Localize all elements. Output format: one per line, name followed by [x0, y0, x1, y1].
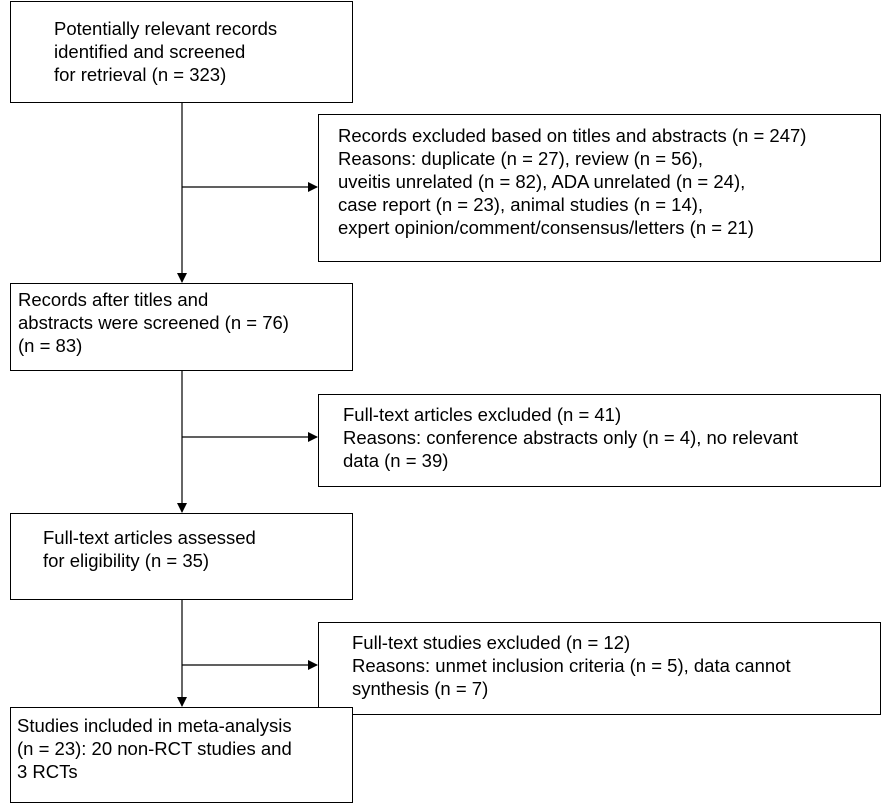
- box-text-line: for retrieval (n = 323): [54, 64, 227, 85]
- box-text-line: Reasons: unmet inclusion criteria (n = 5…: [352, 655, 791, 676]
- box-text-line: uveitis unrelated (n = 82), ADA unrelate…: [338, 171, 746, 192]
- box-text-line: Records after titles and: [18, 289, 209, 310]
- box-text-line: abstracts were screened (n = 76): [18, 312, 289, 333]
- box-text-line: identified and screened: [54, 41, 246, 62]
- box-studies-excluded: Full-text studies excluded (n = 12) Reas…: [318, 622, 881, 715]
- box-records-screened: Records after titles and abstracts were …: [10, 283, 353, 371]
- box-text-line: Reasons: conference abstracts only (n = …: [343, 427, 799, 448]
- box-studies-included: Studies included in meta-analysis (n = 2…: [10, 707, 353, 803]
- box-excluded-titles-abstracts: Records excluded based on titles and abs…: [318, 114, 881, 262]
- box-text-line: for eligibility (n = 35): [43, 550, 210, 571]
- box-records-identified: Potentially relevant records identified …: [10, 1, 353, 103]
- box-text-line: case report (n = 23), animal studies (n …: [338, 194, 704, 215]
- box-text-line: Potentially relevant records: [54, 18, 278, 39]
- box-text-line: expert opinion/comment/consensus/letters…: [338, 217, 754, 238]
- box-text-line: synthesis (n = 7): [352, 678, 489, 699]
- box-text-line: 3 RCTs: [17, 761, 78, 782]
- box-fulltext-excluded: Full-text articles excluded (n = 41) Rea…: [318, 394, 881, 487]
- box-text-line: (n = 83): [18, 335, 83, 356]
- box-text-line: Full-text articles assessed: [43, 527, 256, 548]
- box-text-line: Full-text studies excluded (n = 12): [352, 632, 631, 653]
- box-text-line: Reasons: duplicate (n = 27), review (n =…: [338, 148, 704, 169]
- box-text-line: data (n = 39): [343, 450, 449, 471]
- box-text-line: Records excluded based on titles and abs…: [338, 125, 807, 146]
- box-text-line: Studies included in meta-analysis: [17, 715, 292, 736]
- box-fulltext-assessed: Full-text articles assessed for eligibil…: [10, 513, 353, 600]
- box-text-line: Full-text articles excluded (n = 41): [343, 404, 622, 425]
- box-text-line: (n = 23): 20 non-RCT studies and: [17, 738, 292, 759]
